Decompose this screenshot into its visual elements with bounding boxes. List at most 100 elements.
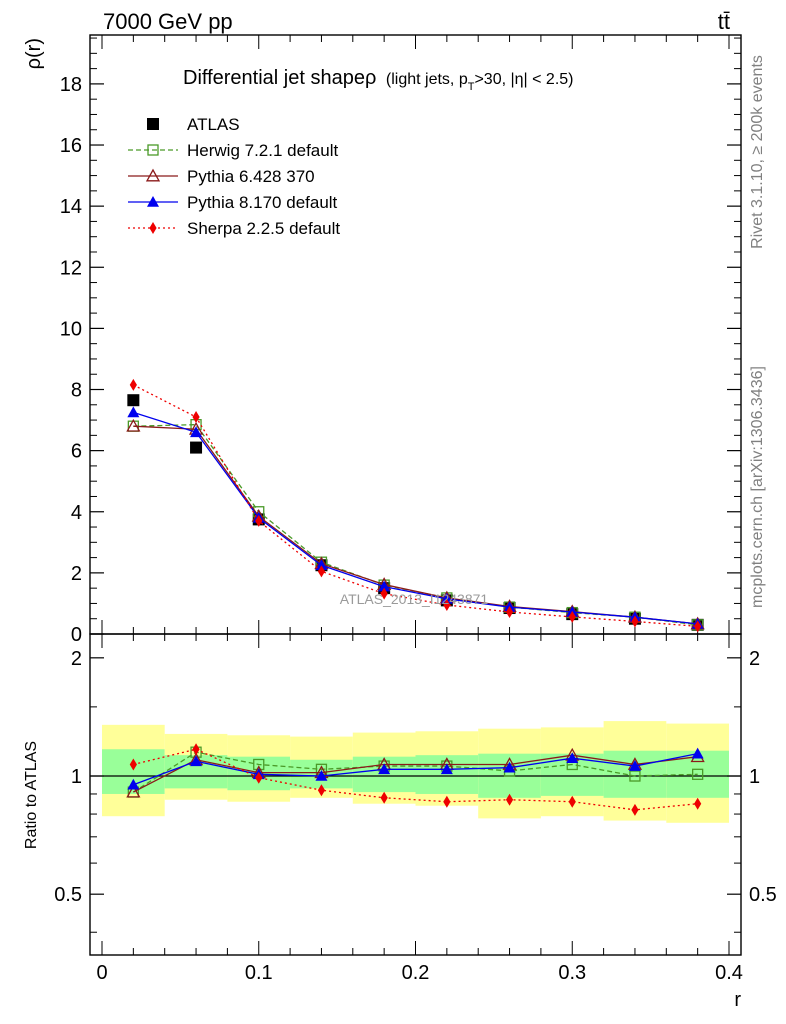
main-point-pythia-8-170-default: [440, 592, 453, 604]
ratio-point-pythia-8-170-default: [378, 763, 391, 775]
legend-label: ATLAS: [187, 115, 240, 134]
header-right: tt̄: [718, 9, 730, 34]
ratio-point-sherpa-2-2-5-default: [317, 784, 326, 797]
ratio-ytick-label: 1: [71, 766, 82, 788]
ratio-point-sherpa-2-2-5-default: [380, 791, 388, 804]
ratio-point-sherpa-2-2-5-default: [192, 743, 200, 756]
main-ytick-label: 0: [71, 624, 82, 646]
main-ytick-label: 12: [60, 257, 82, 279]
main-point-atlas: [127, 394, 140, 407]
main-ytick-label: 18: [60, 74, 82, 96]
ratio-line-sherpa-2-2-5-default: [133, 748, 698, 811]
ratio-band-inner: [352, 756, 416, 793]
ratio-point-pythia-8-170-default: [440, 763, 453, 775]
ratio-series-layer: [126, 743, 705, 816]
main-point-sherpa-2-2-5-default: [129, 378, 137, 391]
legend: ATLAS Herwig 7.2.1 default Pythia 6.428 37…: [128, 115, 340, 238]
ratio-xtick-label: 0: [96, 962, 107, 984]
ratio-point-pythia-8-170-default: [628, 760, 641, 771]
main-point-sherpa-2-2-5-default: [255, 514, 263, 527]
legend-marker: [145, 168, 161, 182]
main-point-pythia-8-170-default: [127, 406, 140, 418]
main-point-sherpa-2-2-5-default: [443, 598, 451, 611]
main-line-sherpa-2-2-5-default: [133, 384, 698, 628]
main-ytick-label: 14: [60, 196, 82, 218]
ratio-point-sherpa-2-2-5-default: [505, 793, 514, 806]
main-ytick-label: 6: [71, 441, 82, 463]
ratio-xtick-label: 0.3: [558, 962, 586, 984]
legend-label: Herwig 7.2.1 default: [187, 141, 338, 160]
ratio-xtick-label: 0.4: [715, 962, 743, 984]
legend-marker: [147, 144, 159, 156]
legend-label: Pythia 8.170 default: [187, 193, 338, 212]
ratio-point-sherpa-2-2-5-default: [443, 795, 451, 808]
analysis-watermark: ATLAS_2013_I1243871: [340, 591, 489, 607]
legend-marker: [149, 222, 157, 234]
ratio-line-herwig-7-2-1-default: [133, 751, 698, 793]
main-ytick-label: 4: [71, 502, 82, 524]
main-point-pythia-8-170-default: [315, 559, 328, 571]
ratio-line-pythia-6-428-370: [133, 754, 698, 793]
legend-entry-atlas: ATLAS: [147, 115, 240, 134]
main-ytick-label: 8: [71, 380, 82, 402]
legend-entry-sherpa-2-2-5-default: Sherpa 2.2.5 default: [128, 219, 340, 238]
main-point-sherpa-2-2-5-default: [505, 605, 514, 618]
ratio-point-pythia-8-170-default: [691, 747, 704, 759]
main-point-pythia-8-170-default: [378, 580, 391, 592]
ratio-line-pythia-8-170-default: [133, 753, 698, 786]
ratio-point-sherpa-2-2-5-default: [255, 771, 263, 784]
ratio-point-pythia-8-170-default: [566, 752, 579, 764]
ratio-xtick-label: 0.2: [402, 962, 430, 984]
main-series-sherpa-2-2-5-default: [129, 378, 702, 633]
main-point-sherpa-2-2-5-default: [631, 615, 639, 628]
main-ytick-label: 10: [60, 318, 82, 340]
main-ylabel: ρ(r): [23, 38, 45, 69]
legend-entry-herwig-7-2-1-default: Herwig 7.2.1 default: [128, 141, 338, 160]
ratio-point-sherpa-2-2-5-default: [631, 803, 639, 816]
ratio-xlabel: r: [734, 989, 741, 1011]
ratio-point-pythia-8-170-default: [503, 761, 516, 773]
ratio-series-pythia-8-170-default: [127, 747, 704, 790]
main-title-text: Differential jet shapeρ: [183, 67, 376, 89]
main-point-atlas: [190, 441, 203, 454]
legend-label: Sherpa 2.2.5 default: [187, 219, 340, 238]
ratio-series-sherpa-2-2-5-default: [129, 743, 702, 816]
main-title: Differential jet shapeρ (light jets, pT>…: [183, 67, 574, 93]
legend-marker: [147, 118, 159, 130]
mcplots-label: mcplots.cern.ch [arXiv:1306.3436]: [749, 366, 766, 608]
ratio-band-inner: [666, 750, 729, 798]
legend-marker: [147, 196, 159, 207]
ratio-point-pythia-8-170-default: [315, 770, 328, 781]
ratio-xtick-label: 0.1: [245, 962, 273, 984]
rivet-label: Rivet 3.1.10, ≥ 200k events: [749, 55, 766, 249]
ratio-point-sherpa-2-2-5-default: [129, 758, 137, 771]
legend-entry-pythia-8-170-default: Pythia 8.170 default: [128, 193, 338, 212]
main-point-pythia-8-170-default: [190, 426, 203, 438]
ratio-ytick-label-right: 1: [749, 766, 760, 788]
main-line-pythia-8-170-default: [133, 411, 698, 625]
header-left: 7000 GeV pp: [103, 9, 233, 34]
ratio-point-pythia-8-170-default: [127, 778, 140, 790]
ratio-ylabel: Ratio to ATLAS: [23, 741, 40, 849]
ratio-ytick-label: 0.5: [54, 884, 82, 906]
main-point-sherpa-2-2-5-default: [192, 411, 200, 424]
main-point-sherpa-2-2-5-default: [317, 565, 326, 578]
ratio-ytick-label-right: 0.5: [749, 884, 777, 906]
main-point-sherpa-2-2-5-default: [380, 587, 388, 600]
ratio-point-pythia-6-428-370: [126, 784, 141, 798]
main-subtitle: (light jets, pT>30, |η| < 2.5): [386, 71, 574, 93]
main-point-sherpa-2-2-5-default: [568, 610, 576, 623]
legend-entry-pythia-6-428-370: Pythia 6.428 370: [128, 167, 315, 186]
main-ytick-label: 2: [71, 563, 82, 585]
main-point-pythia-6-428-370: [126, 418, 141, 432]
ratio-point-sherpa-2-2-5-default: [568, 795, 576, 808]
legend-label: Pythia 6.428 370: [187, 167, 315, 186]
ratio-ytick-label: 2: [71, 648, 82, 670]
main-point-sherpa-2-2-5-default: [694, 620, 702, 633]
main-series-layer: [126, 378, 705, 633]
ratio-ytick-label-right: 2: [749, 648, 760, 670]
ratio-point-herwig-7-2-1-default: [629, 770, 641, 782]
ratio-point-sherpa-2-2-5-default: [694, 797, 702, 810]
